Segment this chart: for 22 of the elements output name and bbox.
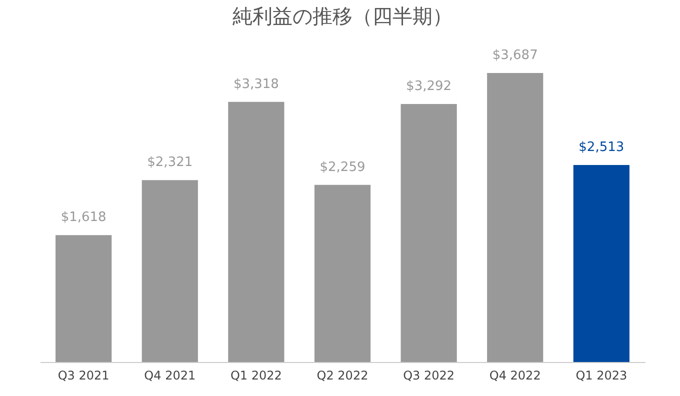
data-label: $2,259	[320, 160, 366, 175]
bar	[56, 235, 112, 362]
x-tick-label: Q2 2022	[316, 368, 368, 382]
bar	[228, 102, 284, 362]
data-label: $2,321	[147, 155, 193, 170]
bar	[314, 184, 371, 362]
data-label: $3,687	[492, 48, 538, 63]
x-tick-label: Q4 2021	[144, 368, 196, 382]
bar	[487, 73, 544, 362]
x-tick-label: Q3 2022	[403, 368, 455, 382]
x-tick-label: Q1 2023	[576, 368, 628, 382]
bar	[573, 165, 630, 362]
data-label: $3,318	[233, 76, 279, 92]
x-tick-label: Q4 2022	[489, 368, 541, 382]
chart-title: 純利益の推移（四半期）	[232, 4, 452, 28]
x-tick-label: Q1 2022	[230, 368, 282, 382]
x-tick-label: Q3 2021	[58, 368, 110, 382]
data-label: $2,513	[578, 140, 624, 156]
data-label: $1,618	[60, 210, 106, 226]
bar	[400, 104, 457, 362]
bar	[142, 180, 198, 362]
data-label: $3,292	[406, 78, 452, 94]
